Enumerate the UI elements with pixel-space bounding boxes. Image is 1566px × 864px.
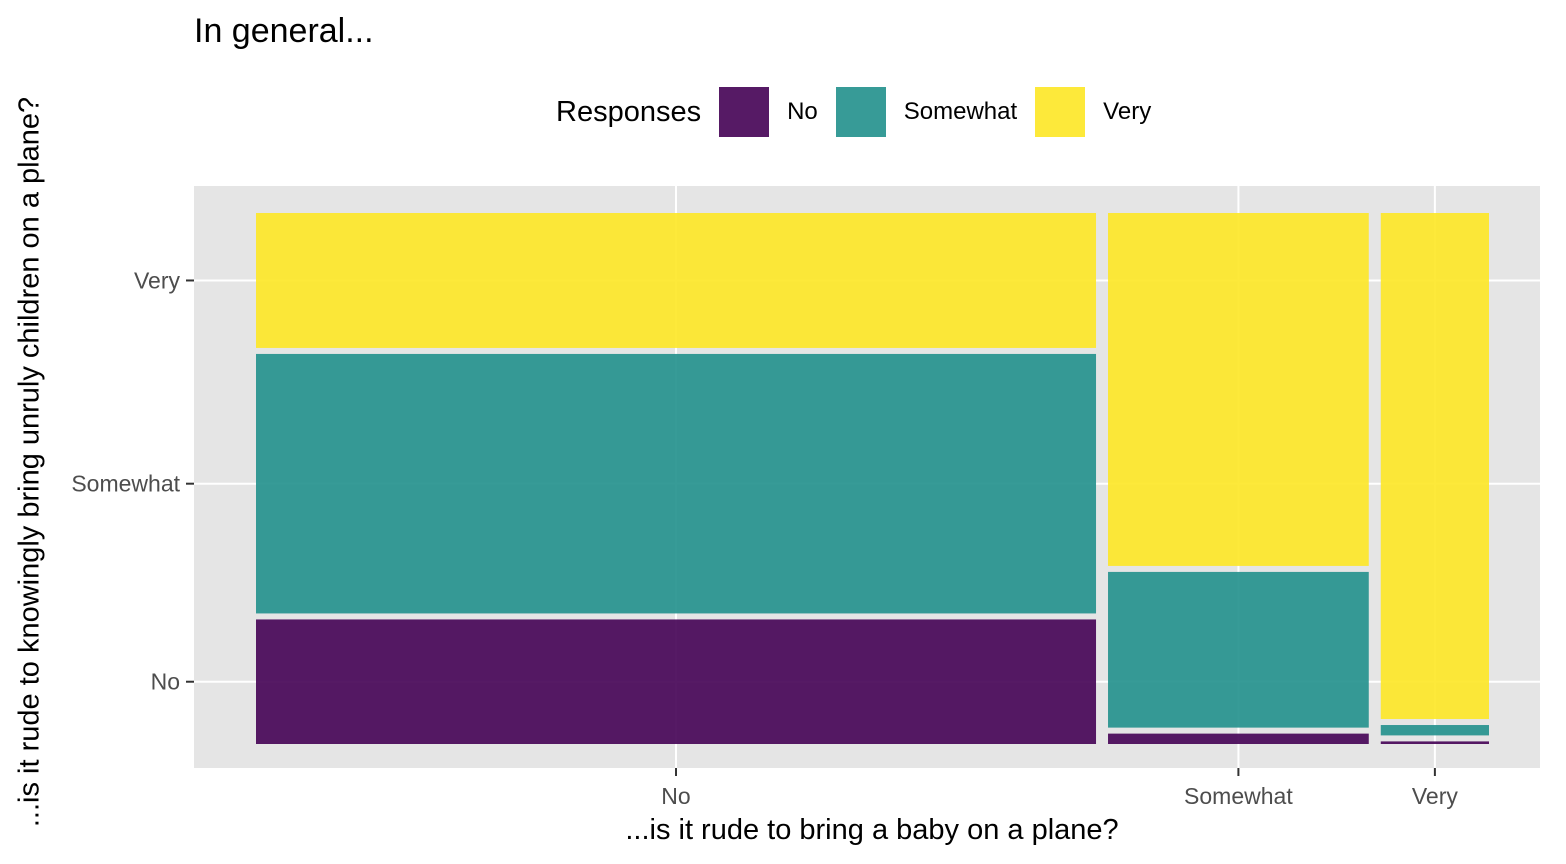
y-axis: No Somewhat Very (71, 267, 194, 695)
legend-title: Responses (556, 95, 702, 128)
tile-very-no (1380, 741, 1489, 744)
x-tick-label-very: Very (1412, 783, 1459, 809)
legend-key-very (1035, 87, 1086, 137)
tile-somewhat-no (1108, 733, 1369, 744)
y-axis-title: ...is it rude to knowingly bring unruly … (13, 96, 46, 828)
legend-item-somewhat: Somewhat (835, 87, 1018, 137)
legend: Responses No Somewhat Very (556, 86, 1169, 138)
legend-label-very: Very (1103, 98, 1152, 125)
legend-item-no: No (719, 87, 818, 137)
y-tick-label-no: No (151, 669, 180, 695)
tile-somewhat-very (1108, 213, 1369, 566)
y-tick-label-very: Very (134, 267, 181, 293)
tile-very-very (1380, 213, 1489, 720)
tile-no-very (256, 213, 1097, 348)
legend-key-somewhat (835, 87, 886, 137)
legend-label-somewhat: Somewhat (903, 98, 1018, 125)
x-axis-title: ...is it rude to bring a baby on a plane… (625, 814, 1119, 846)
tile-very-somewhat (1380, 725, 1489, 736)
tile-no-somewhat (256, 353, 1097, 614)
x-tick-label-somewhat: Somewhat (1184, 783, 1293, 809)
tile-no-no (256, 619, 1097, 744)
y-tick-label-somewhat: Somewhat (71, 471, 180, 497)
legend-label-no: No (787, 98, 818, 125)
mosaic-tiles (256, 213, 1489, 744)
chart-title: In general... (194, 12, 374, 50)
legend-item-very: Very (1035, 87, 1151, 137)
x-axis: No Somewhat Very (661, 768, 1458, 809)
x-tick-label-no: No (661, 783, 690, 809)
legend-key-no (719, 87, 770, 137)
tile-somewhat-somewhat (1108, 571, 1369, 728)
